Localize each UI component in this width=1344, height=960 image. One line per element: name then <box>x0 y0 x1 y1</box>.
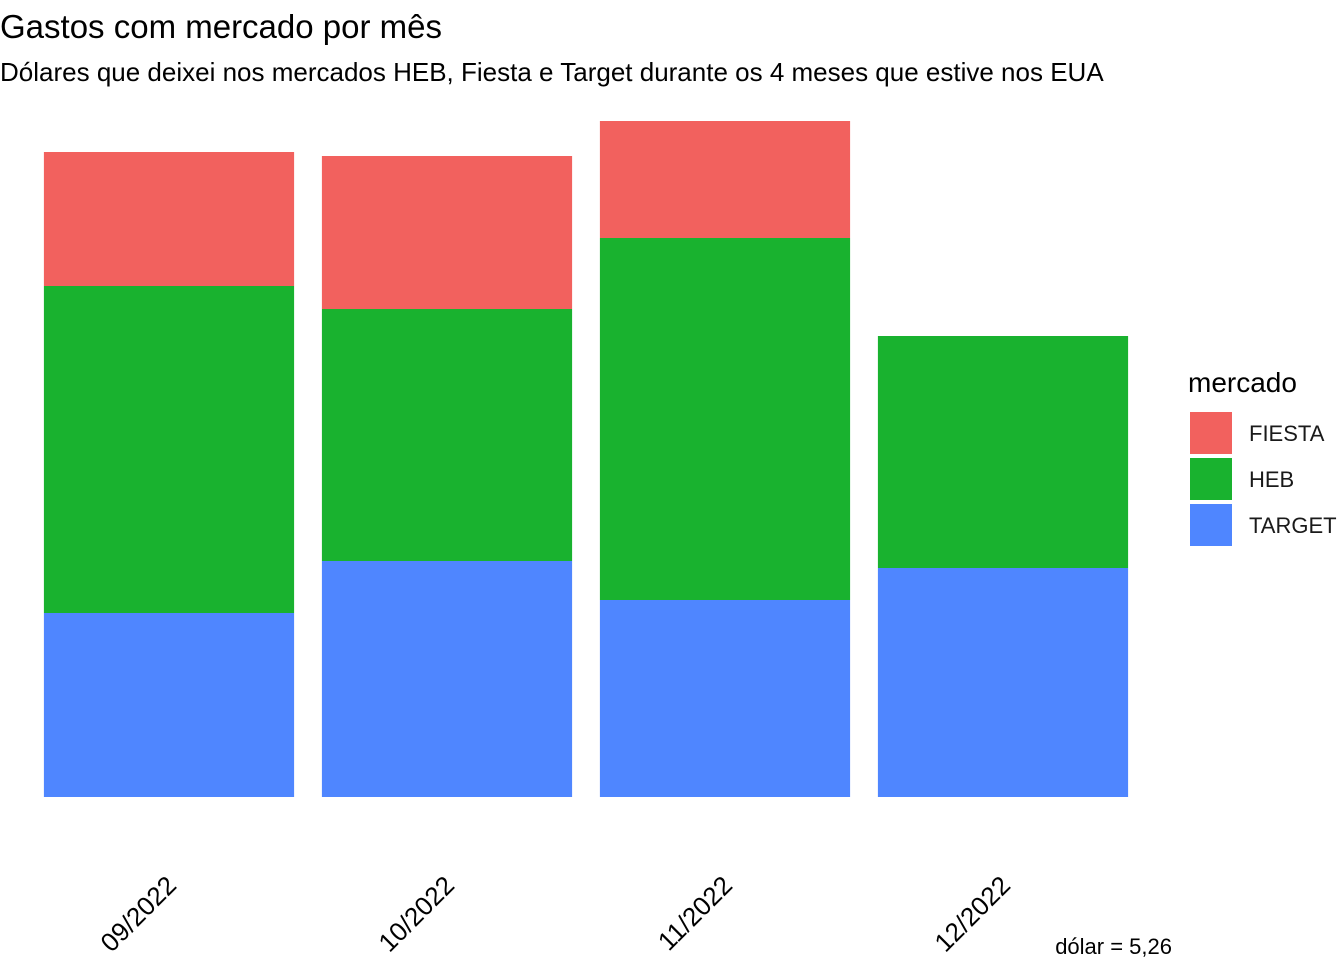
bar-fiesta-10-2022 <box>321 156 573 309</box>
bar-target-09-2022 <box>43 613 295 797</box>
bar-heb-09-2022 <box>43 286 295 613</box>
bar-stack-11-2022 <box>599 121 851 797</box>
chart-title: Gastos com mercado por mês <box>0 8 442 45</box>
bar-target-10-2022 <box>321 561 573 797</box>
legend-label-heb: HEB <box>1249 467 1294 492</box>
x-tick-label: 11/2022 <box>652 870 738 956</box>
bar-heb-11-2022 <box>599 238 851 600</box>
legend-title: mercado <box>1188 367 1297 398</box>
x-tick-label: 10/2022 <box>372 870 460 958</box>
bar-stack-09-2022 <box>43 152 295 797</box>
legend-swatch-target <box>1190 504 1232 546</box>
legend-item-target: TARGET <box>1190 504 1337 546</box>
bar-heb-10-2022 <box>321 309 573 561</box>
legend-items: FIESTA HEB TARGET <box>1190 412 1337 546</box>
bar-stack-10-2022 <box>321 156 573 797</box>
legend-swatch-heb <box>1190 458 1232 500</box>
legend-label-fiesta: FIESTA <box>1249 421 1325 446</box>
bar-fiesta-11-2022 <box>599 121 851 238</box>
bar-stack-12-2022 <box>877 336 1129 797</box>
bar-target-12-2022 <box>877 568 1129 797</box>
legend-item-heb: HEB <box>1190 458 1294 500</box>
legend-swatch-fiesta <box>1190 412 1232 454</box>
legend: mercado FIESTA HEB TARGET <box>1188 367 1337 546</box>
chart-caption: dólar = 5,26 <box>1055 934 1172 959</box>
bar-heb-12-2022 <box>877 336 1129 568</box>
x-tick-label: 12/2022 <box>928 870 1016 958</box>
chart-subtitle: Dólares que deixei nos mercados HEB, Fie… <box>0 57 1104 87</box>
bars-layer <box>43 121 1129 797</box>
bar-fiesta-09-2022 <box>43 152 295 286</box>
legend-item-fiesta: FIESTA <box>1190 412 1325 454</box>
bar-target-11-2022 <box>599 600 851 797</box>
legend-label-target: TARGET <box>1249 513 1337 538</box>
x-tick-label: 09/2022 <box>94 870 182 958</box>
x-axis-ticks: 09/2022 10/2022 11/2022 12/2022 <box>94 870 1016 958</box>
